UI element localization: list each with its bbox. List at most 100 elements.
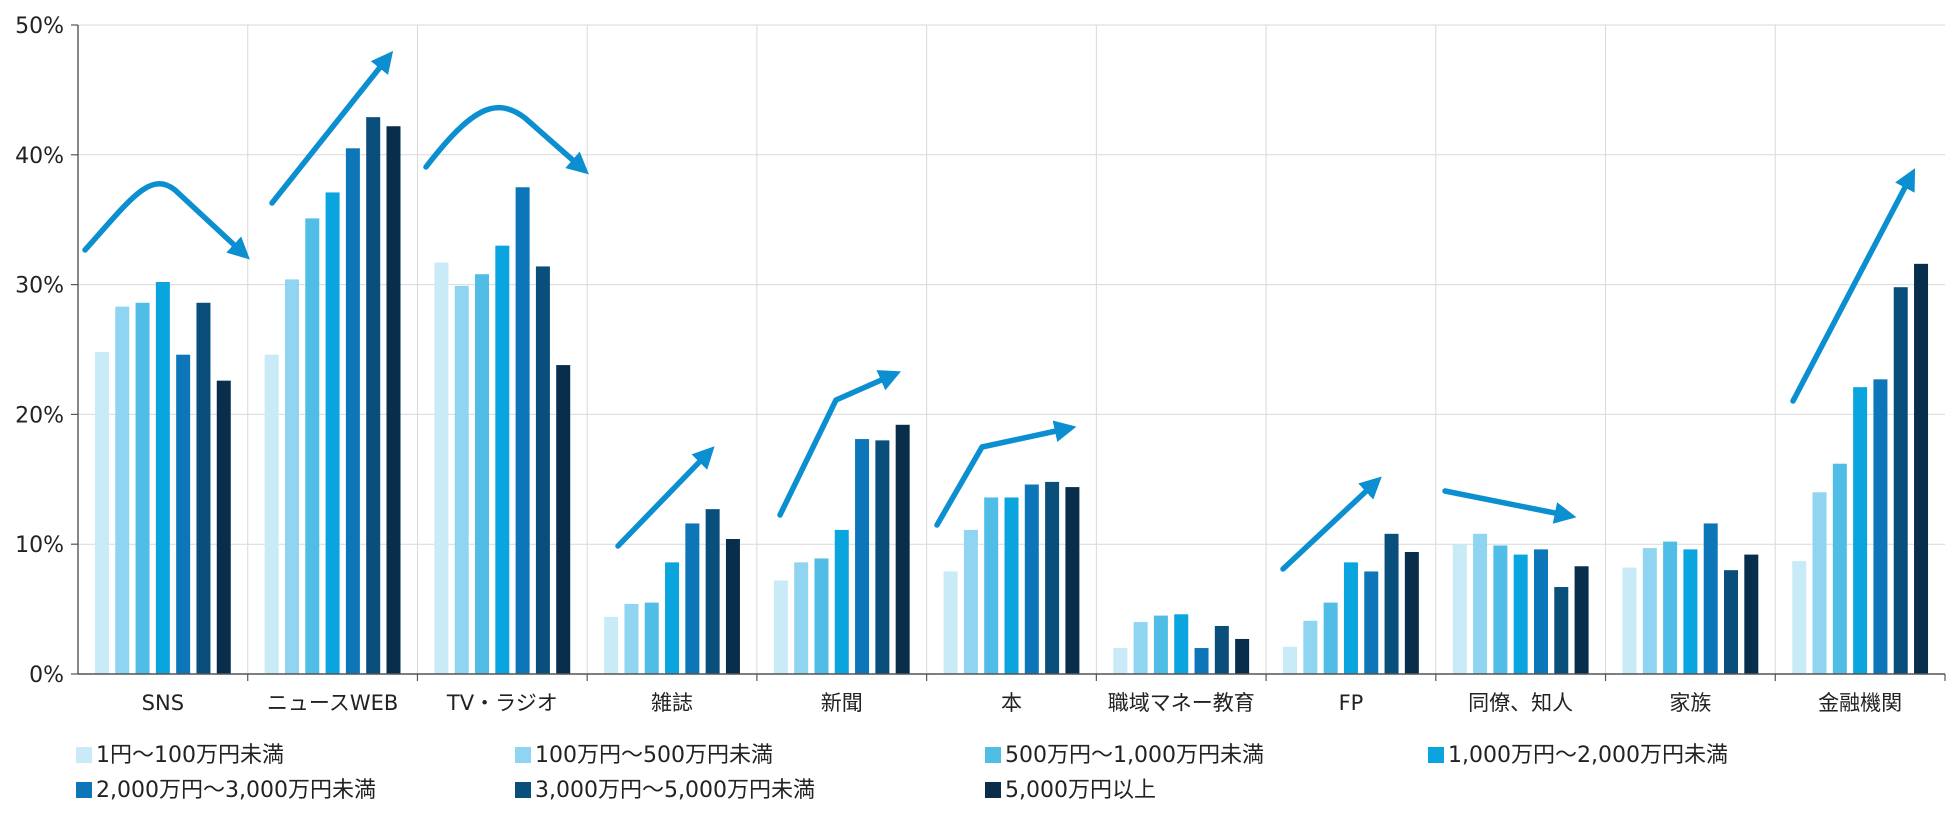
bar (1554, 587, 1569, 674)
bar (855, 439, 870, 674)
bar (386, 126, 401, 674)
bar (1683, 549, 1698, 674)
bar (943, 571, 958, 674)
trend-arrow (423, 105, 589, 175)
bar (284, 279, 299, 674)
legend-swatch (985, 782, 1001, 798)
bar (475, 274, 490, 674)
legend-swatch (76, 782, 92, 798)
y-tick-label: 10% (15, 533, 64, 558)
bar (94, 352, 109, 674)
trend-arrow (1280, 476, 1382, 572)
bar (1364, 571, 1379, 674)
y-tick-label: 20% (15, 403, 64, 428)
bar (1404, 551, 1419, 674)
legend: 1円～100万円未満 100万円～500万円未満 500万円～1,000万円未満 1,… (76, 743, 1728, 803)
bar (1832, 463, 1847, 674)
legend-label: 500万円～1,000万円未満 (1005, 743, 1264, 768)
bar (1853, 387, 1868, 674)
axes: 0% 10% 20% 30% 40% 50% SNS ニュースWEB TV・ラジオ 雑誌 新聞 本 職域… (15, 14, 1946, 715)
x-tick-label: 同僚、知人 (1468, 691, 1573, 715)
bar (1113, 648, 1128, 674)
legend-swatch (515, 747, 531, 763)
bar (1214, 625, 1229, 674)
bar (984, 497, 999, 674)
bar (1303, 620, 1318, 674)
x-tick-label: 家族 (1669, 691, 1711, 715)
bar (305, 218, 320, 675)
bar (624, 603, 639, 674)
trend-arrow (82, 181, 250, 260)
bar (1323, 602, 1338, 674)
bar (1153, 615, 1168, 674)
bar (1045, 481, 1060, 674)
legend-swatch (1428, 747, 1444, 763)
bar (1283, 646, 1298, 674)
bar (1513, 554, 1528, 674)
trend-arrow (615, 446, 715, 549)
trend-arrow (1442, 488, 1577, 524)
trend-arrows (82, 50, 1916, 572)
bar (1812, 492, 1827, 674)
bar (604, 616, 619, 674)
trend-arrow (934, 420, 1077, 528)
legend-label: 1円～100万円未満 (96, 743, 284, 768)
legend-label: 5,000万円以上 (1005, 778, 1156, 803)
bar (1384, 533, 1399, 674)
bar (115, 306, 130, 674)
bar (1174, 614, 1189, 674)
bar (685, 523, 700, 674)
bar (1724, 570, 1739, 674)
bar (875, 440, 890, 674)
bar (834, 529, 849, 674)
legend-label: 100万円～500万円未満 (535, 743, 773, 768)
bar (176, 354, 191, 674)
legend-label: 2,000万円～3,000万円未満 (96, 778, 376, 803)
bar (216, 380, 231, 674)
bar (794, 562, 809, 674)
x-tick-label: SNS (142, 691, 184, 715)
x-tick-label: 職域マネー教育 (1108, 691, 1255, 715)
bar (196, 302, 211, 674)
trend-arrow (269, 50, 394, 206)
bar (1493, 545, 1508, 674)
bar (135, 302, 150, 674)
bar (1663, 541, 1678, 674)
bar (644, 602, 659, 674)
bar (1574, 566, 1589, 674)
y-tick-label: 50% (15, 14, 64, 39)
x-tick-label: 金融機関 (1818, 691, 1902, 715)
legend-swatch (76, 747, 92, 763)
bar (1065, 487, 1080, 674)
bar (1133, 622, 1148, 674)
bar (535, 266, 550, 674)
bar (264, 354, 279, 674)
bar (1533, 549, 1548, 674)
bar (1873, 379, 1888, 674)
bar (1452, 544, 1467, 674)
bar (963, 529, 978, 674)
bar (814, 558, 829, 674)
trend-arrow (1790, 168, 1916, 404)
trend-arrow (777, 370, 902, 518)
x-tick-label: 雑誌 (651, 691, 693, 715)
bar (773, 580, 788, 674)
y-tick-label: 30% (15, 274, 64, 299)
legend-swatch (515, 782, 531, 798)
bar (705, 509, 720, 674)
bar (1473, 533, 1488, 674)
bars (94, 117, 1929, 675)
bar (1024, 484, 1039, 674)
bar (556, 365, 571, 674)
bar (1703, 523, 1718, 674)
x-tick-label: 本 (1001, 691, 1022, 715)
x-tick-label: FP (1339, 691, 1364, 715)
legend-swatch (985, 747, 1001, 763)
bar (155, 282, 170, 674)
legend-label: 1,000万円～2,000万円未満 (1448, 743, 1728, 768)
bar (1622, 567, 1637, 674)
bar (1792, 561, 1807, 674)
bar (1744, 554, 1759, 674)
